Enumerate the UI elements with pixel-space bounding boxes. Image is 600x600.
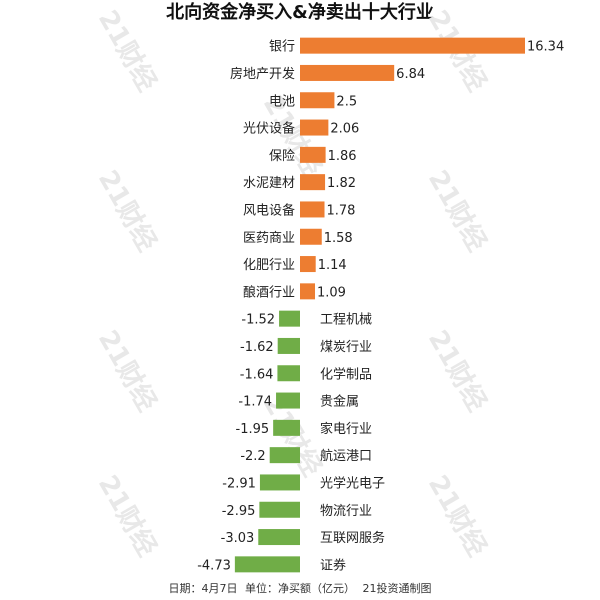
category-label: 工程机械 <box>320 313 372 328</box>
bar <box>300 174 326 191</box>
category-label: 风电设备 <box>243 202 295 218</box>
chart-footer: 日期：4月7日 单位：净买额（亿元） 21投资通制图 <box>0 580 600 598</box>
watermark: 21财经 <box>92 165 163 257</box>
category-label: 医药商业 <box>243 231 295 246</box>
data-label: -4.73 <box>197 558 231 573</box>
category-label: 光伏设备 <box>243 121 295 137</box>
data-label: 6.84 <box>396 67 425 82</box>
category-label: 电池 <box>269 94 295 109</box>
bar <box>300 64 395 81</box>
data-label: 1.86 <box>328 149 357 164</box>
bar <box>258 529 300 546</box>
bar <box>300 92 335 109</box>
watermark: 21财经 <box>422 470 493 562</box>
bar <box>300 283 316 300</box>
footer-date: 日期：4月7日 <box>168 582 238 595</box>
category-label: 家电行业 <box>320 421 372 437</box>
category-label: 保险 <box>269 149 295 164</box>
category-label: 航运港口 <box>320 448 372 464</box>
bar <box>277 337 300 354</box>
bar <box>279 310 300 327</box>
bar <box>259 501 300 518</box>
bar <box>300 256 316 273</box>
bar <box>273 419 300 436</box>
watermark: 21财经 <box>92 5 163 97</box>
data-label: -1.52 <box>241 313 275 328</box>
data-label: 16.34 <box>527 40 564 55</box>
data-label: -1.74 <box>238 395 272 410</box>
category-label: 银行 <box>269 40 295 55</box>
data-label: -3.03 <box>221 531 255 546</box>
bar <box>300 146 326 163</box>
category-label: 化学制品 <box>320 366 372 382</box>
category-label: 化肥行业 <box>243 258 295 273</box>
data-label: 1.09 <box>317 285 346 300</box>
category-label: 房地产开发 <box>230 66 295 82</box>
category-label: 光学光电子 <box>320 475 385 491</box>
bar <box>300 228 322 245</box>
bar <box>259 474 300 491</box>
watermark: 21财经 <box>92 470 163 562</box>
bar <box>300 201 325 218</box>
chart-title: 北向资金净买入&净卖出十大行业 <box>166 2 434 23</box>
data-label: 1.78 <box>327 203 356 218</box>
data-label: 1.14 <box>318 258 347 273</box>
category-label: 水泥建材 <box>243 176 295 191</box>
data-label: 2.06 <box>330 122 359 137</box>
category-label: 证券 <box>320 557 346 573</box>
footer-unit: 单位：净买额（亿元） <box>245 582 355 595</box>
data-label: -2.2 <box>240 449 265 464</box>
data-label: -2.95 <box>222 504 256 519</box>
bar <box>277 365 300 382</box>
data-label: 2.5 <box>336 94 357 109</box>
bar <box>300 119 329 136</box>
bar <box>276 392 300 409</box>
category-label: 物流行业 <box>320 504 372 519</box>
category-label: 酿酒行业 <box>243 284 295 300</box>
bar <box>300 37 525 54</box>
bar <box>234 556 300 573</box>
watermark: 21财经 <box>92 325 163 417</box>
watermark: 21财经 <box>422 325 493 417</box>
data-label: 1.58 <box>324 231 353 246</box>
data-label: -2.91 <box>222 476 256 491</box>
category-label: 煤炭行业 <box>320 340 372 355</box>
category-label: 贵金属 <box>320 394 359 410</box>
data-label: -1.64 <box>240 367 274 382</box>
data-label: -1.62 <box>240 340 274 355</box>
data-label: 1.82 <box>327 176 356 191</box>
watermark: 21财经 <box>422 165 493 257</box>
bar <box>269 447 300 464</box>
data-label: -1.95 <box>236 422 270 437</box>
footer-source: 21投资通制图 <box>362 582 432 595</box>
category-label: 互联网服务 <box>320 530 385 546</box>
